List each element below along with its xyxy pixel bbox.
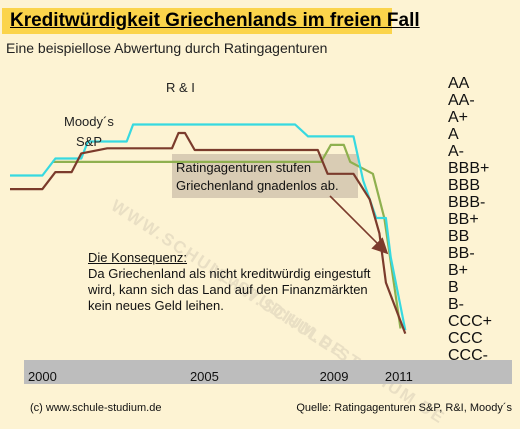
chart-title: Kreditwürdigkeit Griechenlands im freien…: [10, 10, 420, 31]
rating-label-13: B-: [448, 296, 464, 313]
rating-label-11: B+: [448, 262, 468, 279]
series-label-2: S&P: [76, 134, 102, 149]
callout-arrow: [329, 195, 389, 255]
rating-label-4: A-: [448, 143, 464, 160]
x-tick-label-2: 2009: [320, 369, 349, 384]
rating-label-12: B: [448, 279, 459, 296]
rating-label-6: BBB: [448, 177, 480, 194]
chart-subtitle: Eine beispiellose Abwertung durch Rating…: [6, 40, 328, 56]
series-line-2: [10, 131, 407, 334]
x-tick-label-3: 2011: [385, 369, 413, 384]
rating-label-3: A: [448, 126, 459, 143]
rating-label-0: AA: [448, 75, 470, 92]
consequence-line-1: Da Griechenland als nicht kreditwürdig e…: [88, 266, 371, 281]
series-label-0: R & I: [166, 80, 195, 95]
rating-label-1: AA-: [448, 92, 475, 109]
consequence-line-2: wird, kann sich das Land auf den Finanzm…: [88, 282, 368, 297]
series-label-1: Moody´s: [64, 114, 114, 129]
callout-line-1: Ratingagenturen stufen: [176, 160, 312, 175]
consequence-heading: Die Konsequenz:: [88, 250, 188, 265]
rating-label-7: BBB-: [448, 194, 485, 211]
rating-label-10: BB-: [448, 245, 475, 262]
title-banner: [2, 8, 392, 34]
rating-label-8: BB+: [448, 211, 479, 228]
x-tick-label-0: 2000: [28, 369, 57, 384]
rating-label-15: CCC: [448, 330, 483, 347]
rating-label-16: CCC-: [448, 347, 488, 364]
series-line-0: [52, 143, 402, 329]
x-tick-label-1: 2005: [190, 369, 219, 384]
source-text: Quelle: Ratingagenturen S&P, R&I, Moody´…: [296, 402, 512, 414]
series-line-1: [10, 123, 407, 331]
rating-label-2: A+: [448, 109, 468, 126]
copyright-text: (c) www.schule-studium.de: [30, 402, 162, 414]
consequence-line-3: kein neues Geld leihen.: [88, 298, 224, 313]
rating-label-5: BBB+: [448, 160, 489, 177]
x-axis-band: [24, 360, 512, 384]
rating-label-9: BB: [448, 228, 469, 245]
callout-line-2: Griechenland gnadenlos ab.: [176, 178, 339, 193]
rating-label-14: CCC+: [448, 313, 492, 330]
